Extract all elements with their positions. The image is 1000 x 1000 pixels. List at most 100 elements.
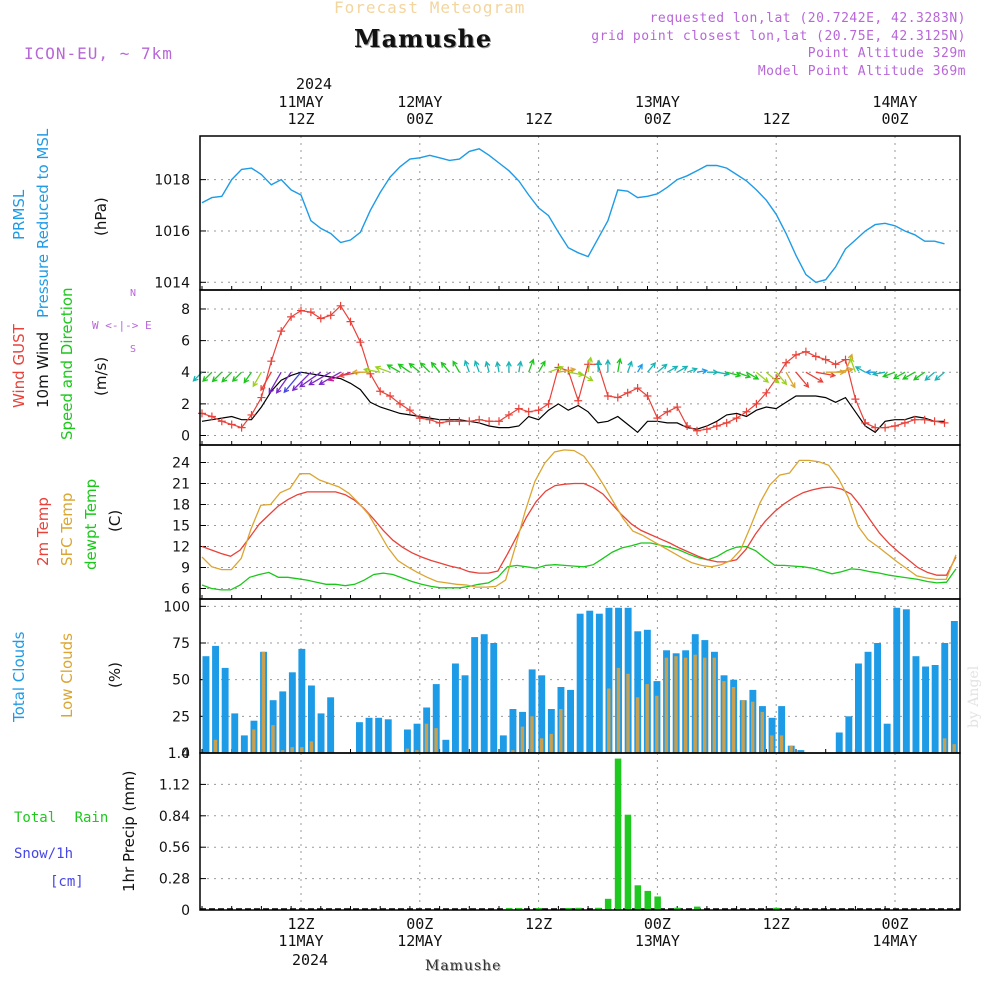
bottom-location-name: Mamushe	[425, 958, 502, 974]
wind-gust-point	[871, 423, 880, 432]
wind-gust-point	[792, 350, 800, 359]
wind-direction-arrow	[516, 360, 523, 373]
total-cloud-bar	[605, 607, 613, 753]
low-cloud-bar	[405, 748, 409, 753]
wind-gust-point	[376, 387, 385, 396]
location-info: requested lon,lat (20.7242E, 42.3283N) g…	[591, 10, 966, 80]
wind-gust-point	[227, 420, 236, 429]
wind-gust-point	[297, 306, 305, 315]
rain-bar	[604, 898, 612, 910]
total-cloud-bar	[442, 739, 450, 753]
bottom-tick-line: 00Z	[643, 915, 671, 933]
total-cloud-bar	[288, 672, 296, 753]
wind-gust-point	[861, 418, 870, 427]
compass-north: N	[130, 288, 137, 299]
panel-frame	[199, 135, 961, 291]
wind-gust-point	[207, 412, 216, 421]
low-cloud-bar	[655, 695, 659, 753]
wind-direction-arrow	[558, 367, 577, 373]
bottom-tick-label: 12Z	[499, 916, 579, 950]
wind-gust-point	[613, 393, 622, 402]
wind-gust-point	[257, 393, 266, 402]
wind-gust-line	[201, 304, 945, 432]
wind-gust-point	[732, 414, 741, 423]
bottom-tick-line: 14MAY	[872, 932, 918, 950]
top-tick-line: 11MAY	[278, 93, 324, 111]
rain-bar	[575, 907, 582, 910]
wind-gust-point	[455, 417, 464, 426]
wind-gust-point	[891, 422, 899, 431]
pressure-line	[201, 148, 945, 284]
wind-gust-point	[475, 415, 484, 424]
wind-direction-arrow	[686, 367, 698, 373]
low-cloud-bar	[309, 741, 314, 753]
wind-direction-arrow	[746, 371, 760, 380]
total-cloud-bar	[922, 666, 929, 753]
wind-direction-arrow	[755, 371, 770, 383]
low-cloud-bar	[213, 739, 218, 753]
wind-direction-arrow	[627, 360, 633, 373]
total-cloud-bar	[317, 713, 325, 753]
wind-gust-point	[267, 357, 276, 366]
wind-gust-point	[356, 338, 365, 347]
low-cloud-bar	[415, 750, 419, 753]
wind-direction-arrow	[795, 371, 810, 389]
wind-direction-arrow	[882, 371, 896, 378]
wind-gust-point	[524, 407, 533, 416]
total-cloud-bar	[279, 691, 287, 753]
bottom-tick-label: 00Z 12MAY	[380, 916, 460, 950]
total-cloud-bar	[845, 716, 853, 753]
top-tick-line: 00Z	[881, 110, 909, 128]
y-tick-label: 25	[172, 709, 190, 725]
low-cloud-bar	[300, 747, 304, 753]
total-cloud-bar	[298, 648, 306, 753]
y-tick-label: 0	[181, 903, 190, 919]
total-cloud-bar	[509, 709, 517, 753]
y-tick-label: 1016	[154, 224, 190, 240]
low-cloud-bar	[712, 657, 716, 753]
wind-direction-arrow	[736, 371, 752, 379]
total-cloud-bar	[797, 750, 805, 753]
wind-gust-point	[366, 369, 375, 378]
rain-bar	[505, 908, 513, 910]
y-tick-label: 1.4	[168, 746, 190, 762]
wind-direction-arrow	[844, 353, 854, 373]
rain-bar	[634, 885, 642, 910]
wind-gust-point	[633, 384, 642, 393]
wind-direction-arrow	[815, 371, 837, 378]
wind-direction-arrow	[386, 364, 401, 373]
top-tick-label: 12Z	[499, 94, 579, 128]
total-cloud-bar	[499, 735, 507, 753]
wind-direction-arrow	[854, 366, 866, 373]
total-cloud-bar	[212, 645, 219, 753]
total-cloud-bar	[432, 684, 440, 753]
compass-south: S	[130, 344, 137, 355]
wind-direction-arrow	[260, 371, 272, 392]
total-cloud-bar	[461, 675, 469, 753]
rain-bar	[644, 890, 651, 910]
low-cloud-bar	[252, 729, 256, 753]
bottom-tick-line: 13MAY	[634, 932, 680, 950]
bottom-tick-line: 12Z	[762, 915, 790, 933]
low-cloud-bar	[789, 745, 793, 753]
total-cloud-bar	[308, 685, 315, 753]
wind-direction-arrow	[252, 371, 262, 388]
total-cloud-bar	[931, 665, 939, 753]
wind-gust-point	[198, 409, 206, 418]
wind-direction-arrow	[934, 371, 945, 381]
wind-direction-arrow	[647, 361, 657, 373]
bottom-tick-line: 11MAY	[278, 932, 324, 950]
total-cloud-bar	[864, 651, 872, 753]
y-tick-label: 21	[172, 477, 190, 493]
temp-sfc-line	[201, 449, 957, 588]
total-cloud-bar	[538, 675, 546, 753]
total-cloud-bar	[874, 643, 881, 753]
low-cloud-bar	[607, 688, 611, 753]
wind-direction-arrow	[805, 371, 824, 383]
y-tick-label: 8	[181, 302, 190, 318]
wind-gust-point	[396, 399, 404, 408]
wind-direction-arrow	[299, 371, 322, 388]
rain-bar	[614, 758, 622, 910]
wind-direction-arrow	[243, 371, 253, 384]
wind-gust-point	[465, 417, 474, 426]
